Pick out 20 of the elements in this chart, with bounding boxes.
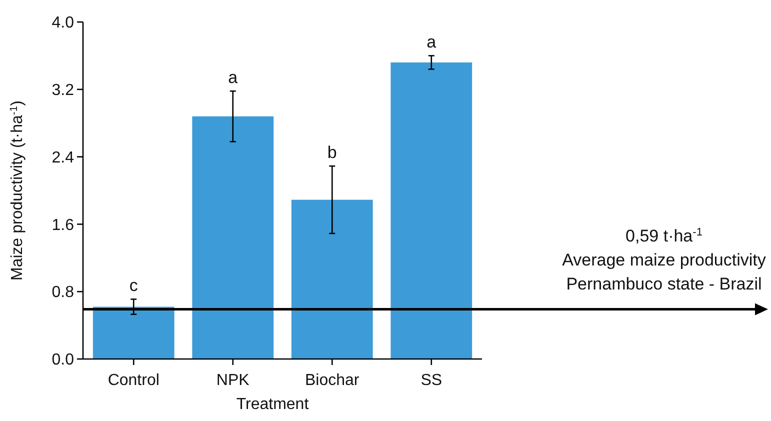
x-tick-label: Control xyxy=(108,372,160,389)
x-tick-label: Biochar xyxy=(305,372,360,389)
bar xyxy=(192,116,274,359)
y-tick-label: 2.4 xyxy=(52,149,74,166)
ref-line-label: 0,59 t·ha$^{-1}$ Average maize productivity Pernambuco state - Brazil xyxy=(562,226,766,294)
y-tick-label: 3.2 xyxy=(52,82,74,99)
x-tick-label: NPK xyxy=(216,372,250,389)
bar xyxy=(92,306,174,359)
x-axis-title: Treatment xyxy=(236,396,310,413)
annotation: c xyxy=(129,276,138,296)
y-tick-label: 1.6 xyxy=(52,216,74,234)
bar xyxy=(390,62,472,359)
x-tick-label: SS xyxy=(420,372,442,389)
y-tick-label: 0.8 xyxy=(52,284,74,302)
annotation: a xyxy=(228,68,238,88)
y-tick-label: 0.0 xyxy=(52,352,74,369)
annotation: b xyxy=(327,143,337,162)
annotation: a xyxy=(426,32,437,52)
y-tick-label: 4.0 xyxy=(52,14,74,32)
bar xyxy=(291,200,373,359)
